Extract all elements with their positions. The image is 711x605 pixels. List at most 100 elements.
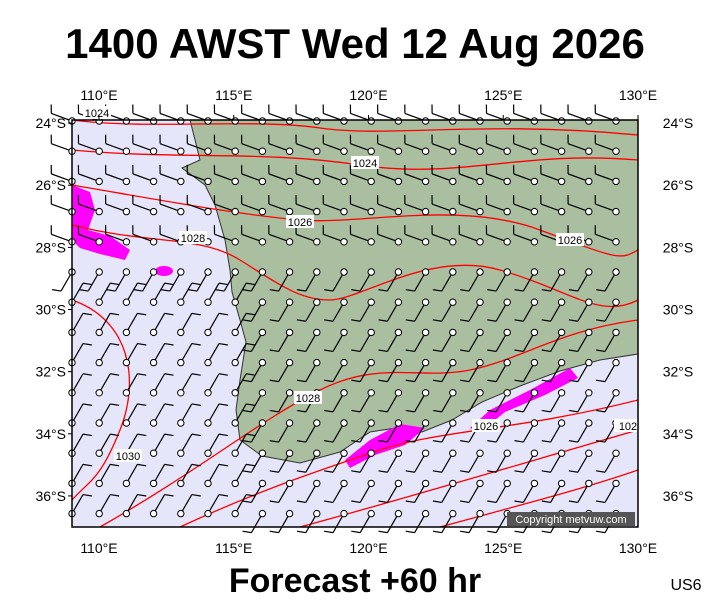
barb-station [586,359,592,365]
barb-station [150,239,156,245]
barb-station [477,510,483,516]
barb-station [422,390,428,396]
y-tick-label: 34°S [663,426,694,442]
barb-station [232,390,238,396]
x-tick-label: 125°E [484,87,522,103]
barb-station [123,329,129,335]
barb-station [205,208,211,214]
barb-station [586,420,592,426]
barb-station [96,269,102,275]
barb-station [531,329,537,335]
barb-station [341,359,347,365]
footer: Forecast +60 hr [229,562,481,600]
barb-station [96,420,102,426]
barb-station [558,420,564,426]
barb-station [341,420,347,426]
barb-station [178,390,184,396]
y-tick-label: 30°S [663,302,694,318]
barb-station [123,148,129,154]
barb-station [558,329,564,335]
barb-station [368,329,374,335]
barb-station [123,359,129,365]
barb-station [314,208,320,214]
barb-station [286,178,292,184]
barb-station [531,269,537,275]
barb-station [422,299,428,305]
barb-station [504,269,510,275]
barb-station [314,450,320,456]
barb-station [422,450,428,456]
barb-station [613,148,619,154]
barb-station [341,450,347,456]
barb-station [96,239,102,245]
barb-station [531,420,537,426]
barb-station [368,450,374,456]
isobar-label: 1028 [296,393,320,405]
barb-station [205,480,211,486]
barb-station [450,118,456,124]
barb-station [96,390,102,396]
barb-station [586,269,592,275]
barb-station [259,269,265,275]
barb-station [477,239,483,245]
barb-station [150,208,156,214]
barb-station [450,269,456,275]
barb-station [232,450,238,456]
barb-station [422,148,428,154]
barb-station [150,269,156,275]
barb-station [586,480,592,486]
barb-station [259,390,265,396]
barb-station [123,420,129,426]
isobar-label: 1024 [85,108,109,120]
barb-station [450,178,456,184]
barb-station [613,299,619,305]
barb-station [504,420,510,426]
y-tick-label: 26°S [663,177,694,193]
barb-station [205,450,211,456]
barb-station [395,118,401,124]
barb-station [531,118,537,124]
y-tick-label: 32°S [663,364,694,380]
barb-station [232,269,238,275]
barb-station [531,359,537,365]
barb-station [368,178,374,184]
barb-station [232,510,238,516]
barb-station [395,390,401,396]
barb-station [123,269,129,275]
barb-station [259,510,265,516]
barb-station [422,239,428,245]
barb-station [178,329,184,335]
copyright: Copyright metvuw.com [515,514,626,526]
barb-station [96,299,102,305]
barb-station [341,299,347,305]
barb-station [477,148,483,154]
isobar-label: 1030 [116,451,140,463]
barb-station [395,359,401,365]
barb-station [395,420,401,426]
barb-station [395,148,401,154]
barb-station [259,239,265,245]
barb-station [450,239,456,245]
barb-station [286,148,292,154]
barb-station [368,269,374,275]
barb-station [96,208,102,214]
barb-station [205,510,211,516]
barb-station [96,450,102,456]
barb-station [259,420,265,426]
barb-station [450,359,456,365]
barb-station [259,359,265,365]
x-tick-label: 115°E [215,540,252,556]
x-tick-label: 120°E [349,540,387,556]
barb-station [368,480,374,486]
barb-station [613,178,619,184]
barb-station [232,420,238,426]
barb-station [531,390,537,396]
barb-station [314,239,320,245]
barb-station [150,390,156,396]
barb-station [477,359,483,365]
x-tick-label: 110°E [80,87,117,103]
barb-station [123,178,129,184]
title: 1400 AWST Wed 12 Aug 2026 [65,20,645,67]
barb-station [558,269,564,275]
y-tick-label: 32°S [35,364,66,380]
